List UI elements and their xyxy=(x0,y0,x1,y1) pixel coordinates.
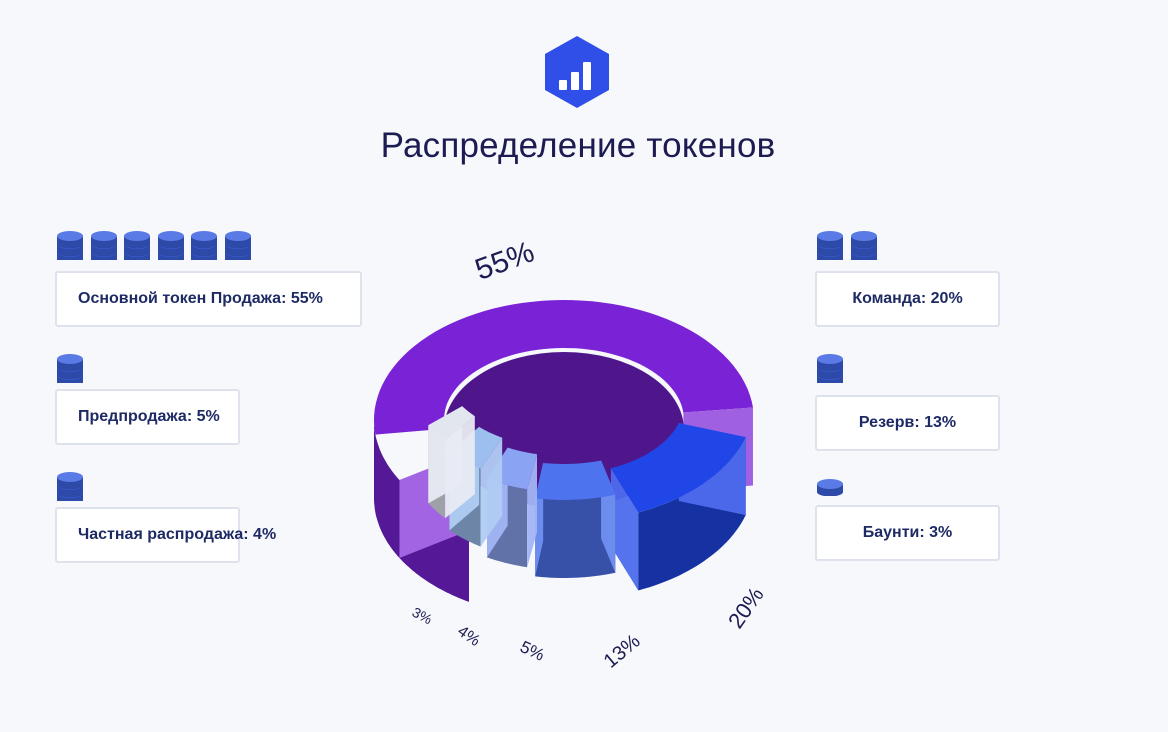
chart-slice-team xyxy=(610,423,746,591)
legend-private-sale: Частная распродажа: 4% xyxy=(55,507,276,563)
coin-stack-icon xyxy=(57,231,83,260)
coin-stack-icon xyxy=(124,231,150,260)
coin-stack-icon xyxy=(817,479,843,496)
coin-stack-icon xyxy=(191,231,217,260)
legend-main-sale: Основной токен Продажа: 55% xyxy=(55,271,362,327)
chart-data-label-presale: 5% xyxy=(517,637,547,665)
coin-stack-icon xyxy=(850,231,877,260)
legend-presale: Предпродажа: 5% xyxy=(55,389,240,445)
chart-slice-bounty xyxy=(428,406,475,519)
chart-data-label-private_sale: 4% xyxy=(454,623,483,650)
coin-stack-icon xyxy=(157,231,184,260)
chart-slice-reserve xyxy=(535,460,616,578)
chart-data-label-main_sale: 55% xyxy=(471,235,539,287)
chart-data-label-reserve: 13% xyxy=(600,630,645,673)
coin-stack-icon xyxy=(57,472,83,501)
coin-stack-icon xyxy=(57,354,83,383)
coin-stack-icon xyxy=(817,231,843,260)
coin-stack-icon xyxy=(817,354,843,383)
chart-data-label-team: 20% xyxy=(723,582,769,632)
legend-reserve: Резерв: 13% xyxy=(815,395,1000,451)
legend-reserve-label: Резерв: 13% xyxy=(858,414,957,431)
coin-stack-icon xyxy=(224,231,251,260)
legend-main-sale-label: Основной токен Продажа: 55% xyxy=(78,290,323,307)
coin-stack-icon xyxy=(90,231,117,260)
chart-data-label-bounty: 3% xyxy=(410,604,435,628)
legend-private-sale-label: Частная распродажа: 4% xyxy=(78,526,277,543)
logo-bar-chart-icon xyxy=(545,36,609,108)
legend-presale-label: Предпродажа: 5% xyxy=(78,408,220,425)
legend-bounty: Баунти: 3% xyxy=(815,505,1000,561)
legend-team: Команда: 20% xyxy=(815,271,1000,327)
legend-bounty-label: Баунти: 3% xyxy=(862,524,953,541)
legend-team-label: Команда: 20% xyxy=(852,290,963,307)
page-title: Распределение токенов xyxy=(380,126,776,165)
